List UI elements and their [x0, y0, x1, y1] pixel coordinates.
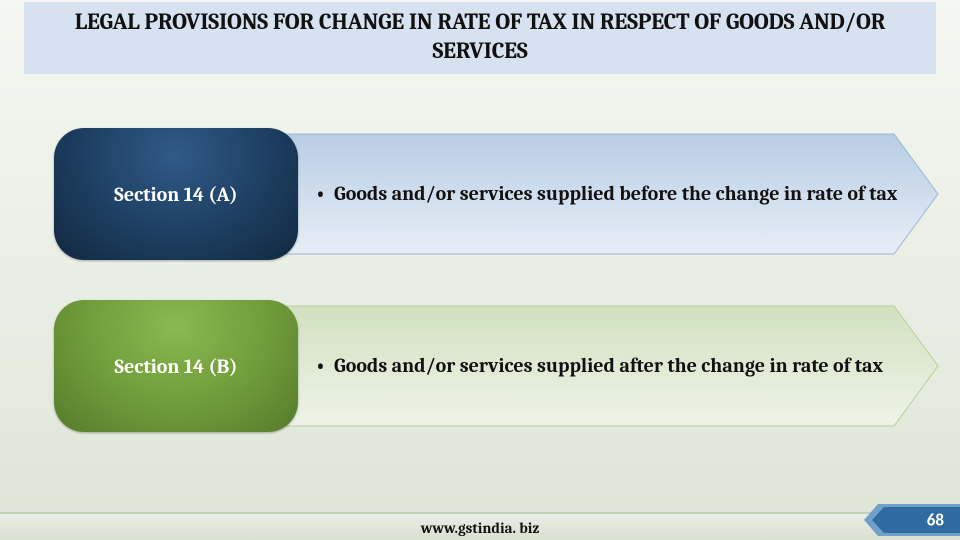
badge-shape: [864, 504, 960, 536]
bullet-dot: •: [316, 181, 334, 207]
section-label-b: Section 14 (B): [114, 355, 237, 378]
footer-link: www.gstindia. biz: [421, 519, 540, 537]
footer-bar: www.gstindia. biz: [0, 512, 960, 540]
slide: LEGAL PROVISIONS FOR CHANGE IN RATE OF T…: [0, 0, 960, 540]
bullet-content-b: Goods and/or services supplied after the…: [334, 354, 883, 377]
section-label-a: Section 14 (A): [114, 183, 237, 206]
bullet-text-a: •Goods and/or services supplied before t…: [316, 181, 902, 207]
section-pill-a: Section 14 (A): [54, 128, 298, 260]
title-band: LEGAL PROVISIONS FOR CHANGE IN RATE OF T…: [24, 2, 936, 74]
bullet-content-a: Goods and/or services supplied before th…: [334, 182, 897, 205]
slide-title: LEGAL PROVISIONS FOR CHANGE IN RATE OF T…: [32, 8, 928, 66]
section-pill-b: Section 14 (B): [54, 300, 298, 432]
page-number: 68: [927, 510, 944, 531]
provision-row-b: Section 14 (B) •Goods and/or services su…: [54, 300, 942, 432]
bullet-text-b: •Goods and/or services supplied after th…: [316, 353, 902, 379]
provision-row-a: Section 14 (A) •Goods and/or services su…: [54, 128, 942, 260]
page-number-badge: 68: [864, 504, 960, 536]
bullet-dot: •: [316, 353, 334, 379]
